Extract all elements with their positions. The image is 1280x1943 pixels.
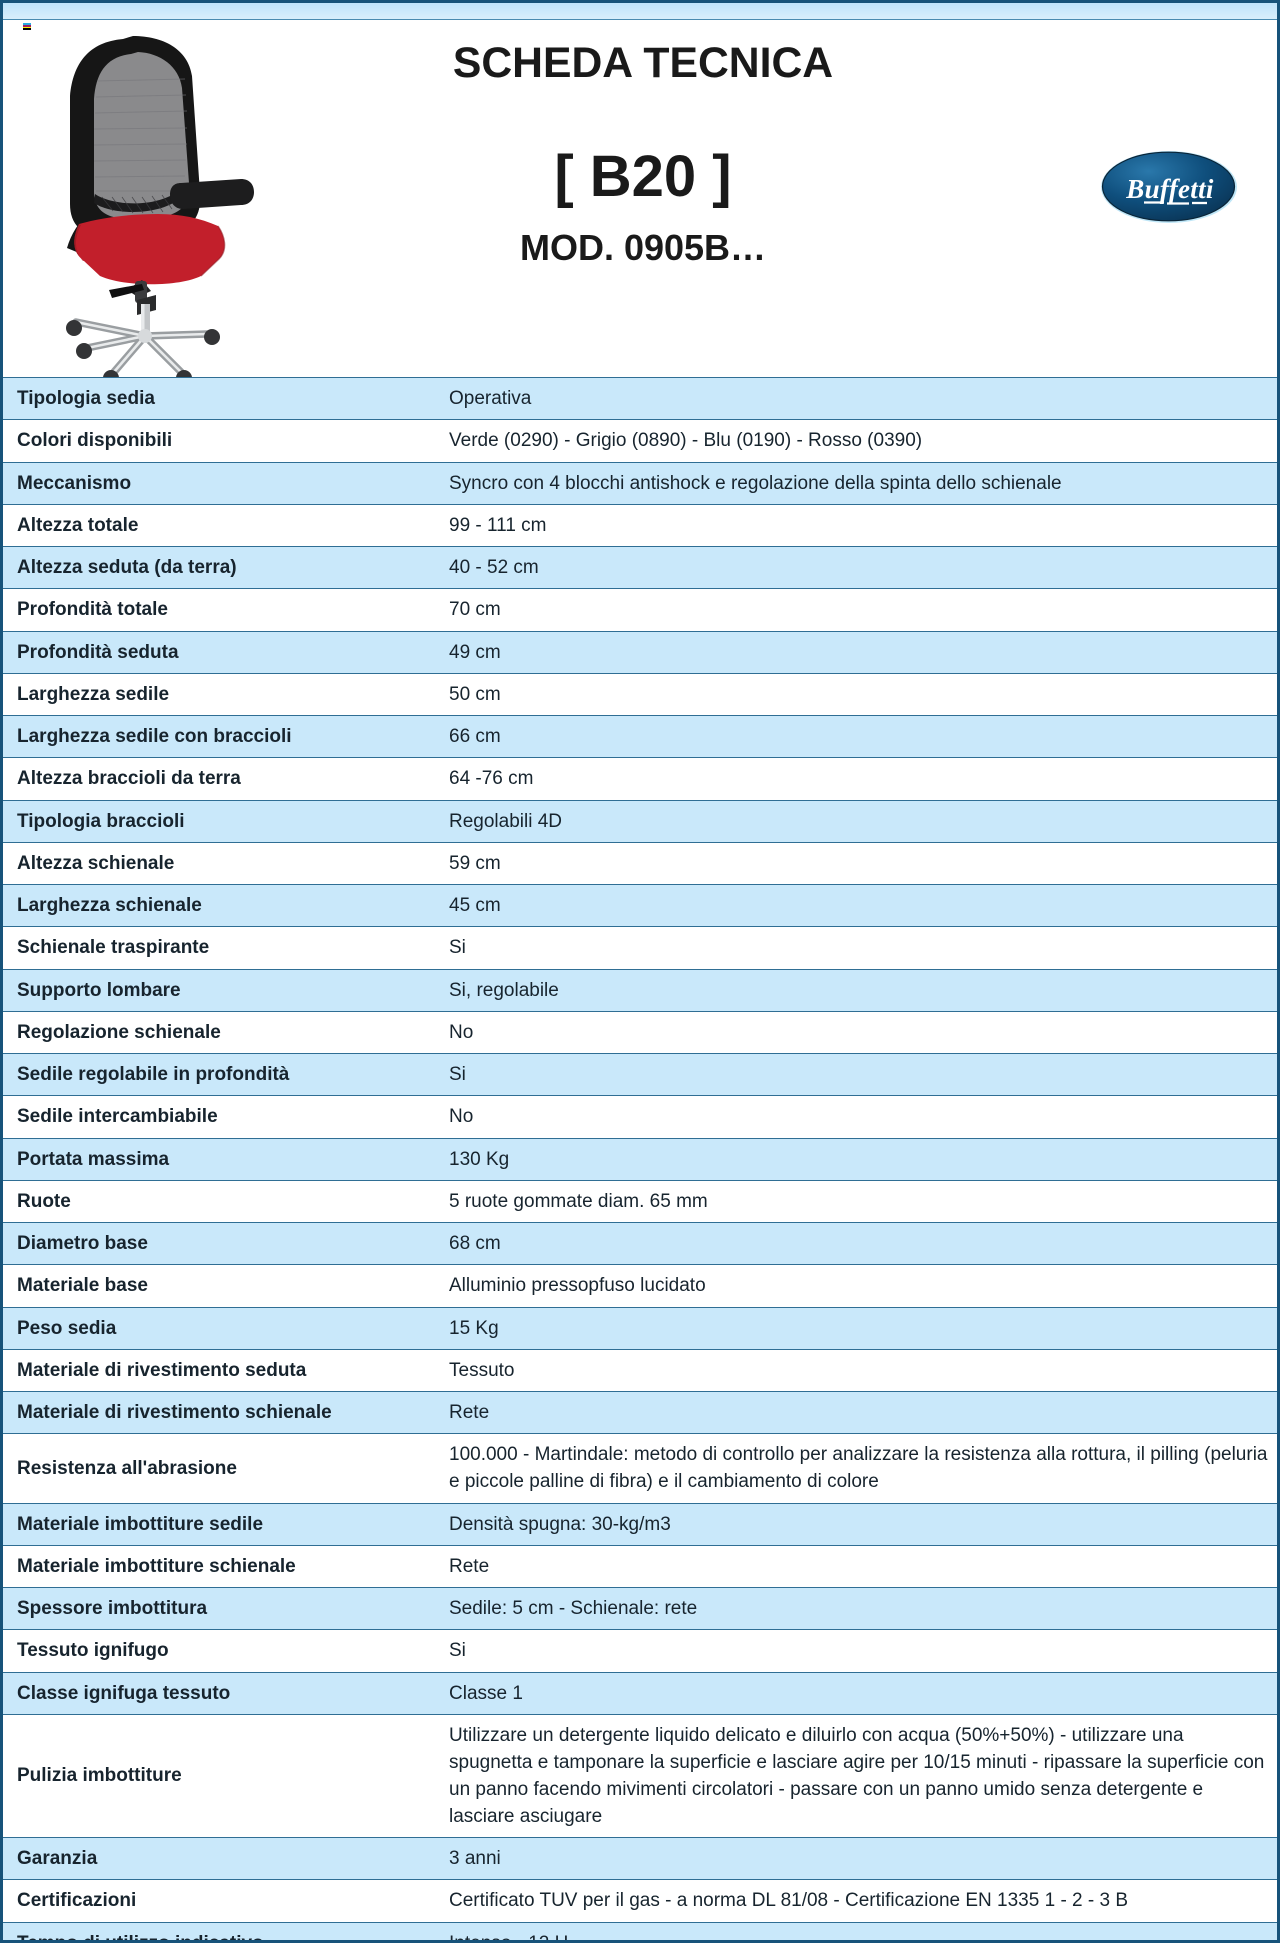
svg-text:Buffetti: Buffetti xyxy=(1125,174,1214,204)
